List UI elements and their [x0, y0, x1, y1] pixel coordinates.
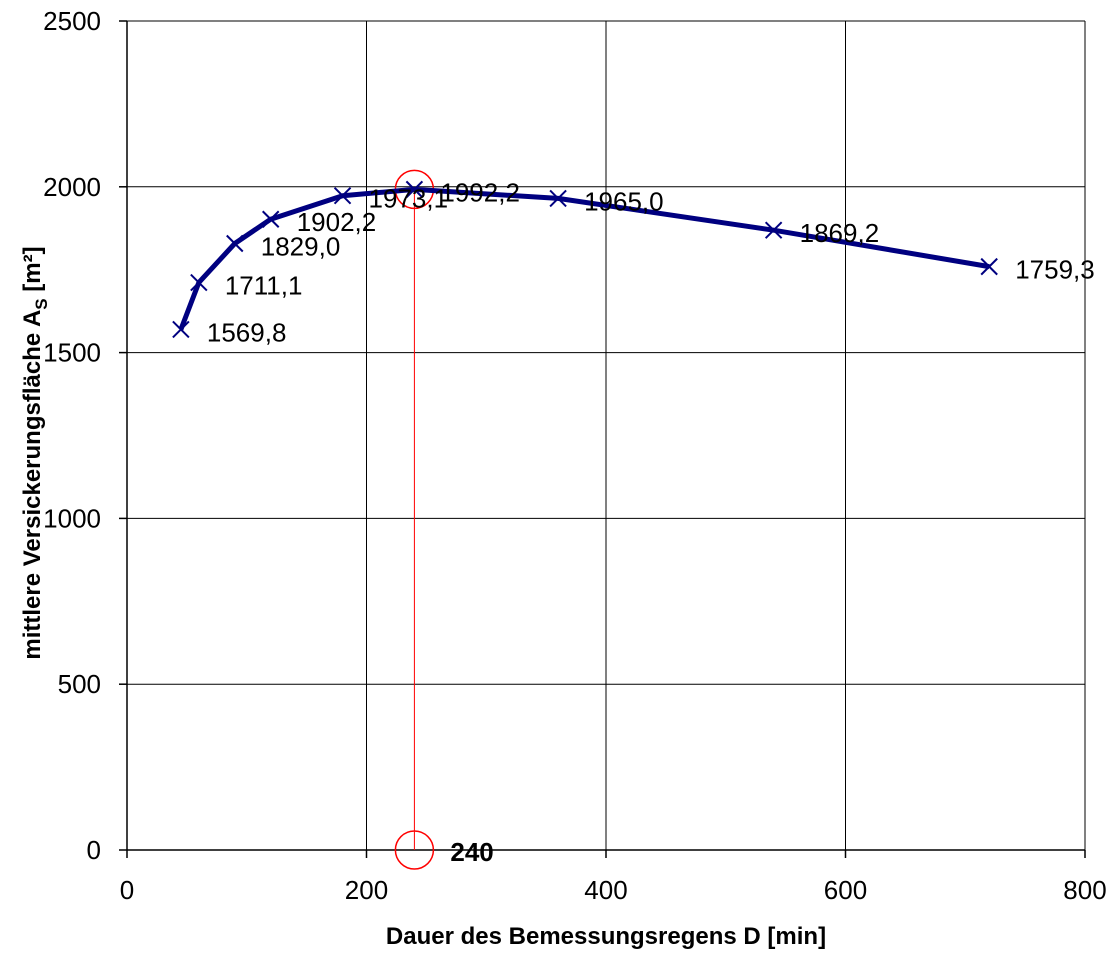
data-point [261, 210, 280, 228]
data-label: 1992,2 [440, 177, 520, 207]
y-axis-title-main: mittlere Versickerungsfläche A [19, 310, 46, 660]
data-point [980, 257, 998, 276]
data-point [172, 320, 190, 339]
data-point [190, 273, 208, 292]
y-axis-title: mittlere Versickerungsfläche AS [m²] [19, 246, 51, 659]
data-point [405, 180, 424, 199]
data-point [333, 187, 352, 205]
data-label: 1965,0 [584, 186, 664, 216]
data-point [226, 234, 244, 253]
data-label: 1869,2 [800, 218, 880, 248]
y-tick-label: 500 [58, 669, 101, 699]
x-tick-label: 200 [345, 875, 388, 905]
y-axis-title-sub: S [32, 298, 51, 309]
data-point [549, 189, 567, 208]
data-label: 1973,1 [369, 184, 449, 214]
data-point [764, 221, 783, 239]
tick-labels: 0 500 1000 1500 2000 2500 0 200 400 600 800 [43, 6, 1107, 905]
x-tick-label: 800 [1063, 875, 1106, 905]
data-label: 1759,3 [1015, 255, 1095, 285]
y-tick-label: 1500 [43, 338, 101, 368]
x-tick-label: 400 [584, 875, 627, 905]
y-tick-label: 2500 [43, 6, 101, 36]
data-label: 1711,1 [225, 271, 303, 301]
x-tick-label: 0 [120, 875, 134, 905]
highlight-circle-axis [394, 830, 435, 870]
y-tick-label: 2000 [43, 172, 101, 202]
data-points [172, 180, 998, 339]
y-tick-label: 0 [87, 835, 101, 865]
data-label: 1569,8 [207, 317, 287, 347]
data-label: 1902,2 [297, 207, 377, 237]
highlight-x-label: 240 [450, 837, 493, 867]
data-label: 1829,0 [261, 232, 341, 262]
x-tick-label: 600 [824, 875, 867, 905]
highlight-marker: 240 [394, 169, 494, 870]
x-axis-title: Dauer des Bemessungsregens D [min] [386, 923, 826, 950]
y-tick-label: 1000 [43, 503, 101, 533]
y-axis-title-unit: [m²] [19, 246, 46, 298]
grid [119, 20, 1086, 858]
